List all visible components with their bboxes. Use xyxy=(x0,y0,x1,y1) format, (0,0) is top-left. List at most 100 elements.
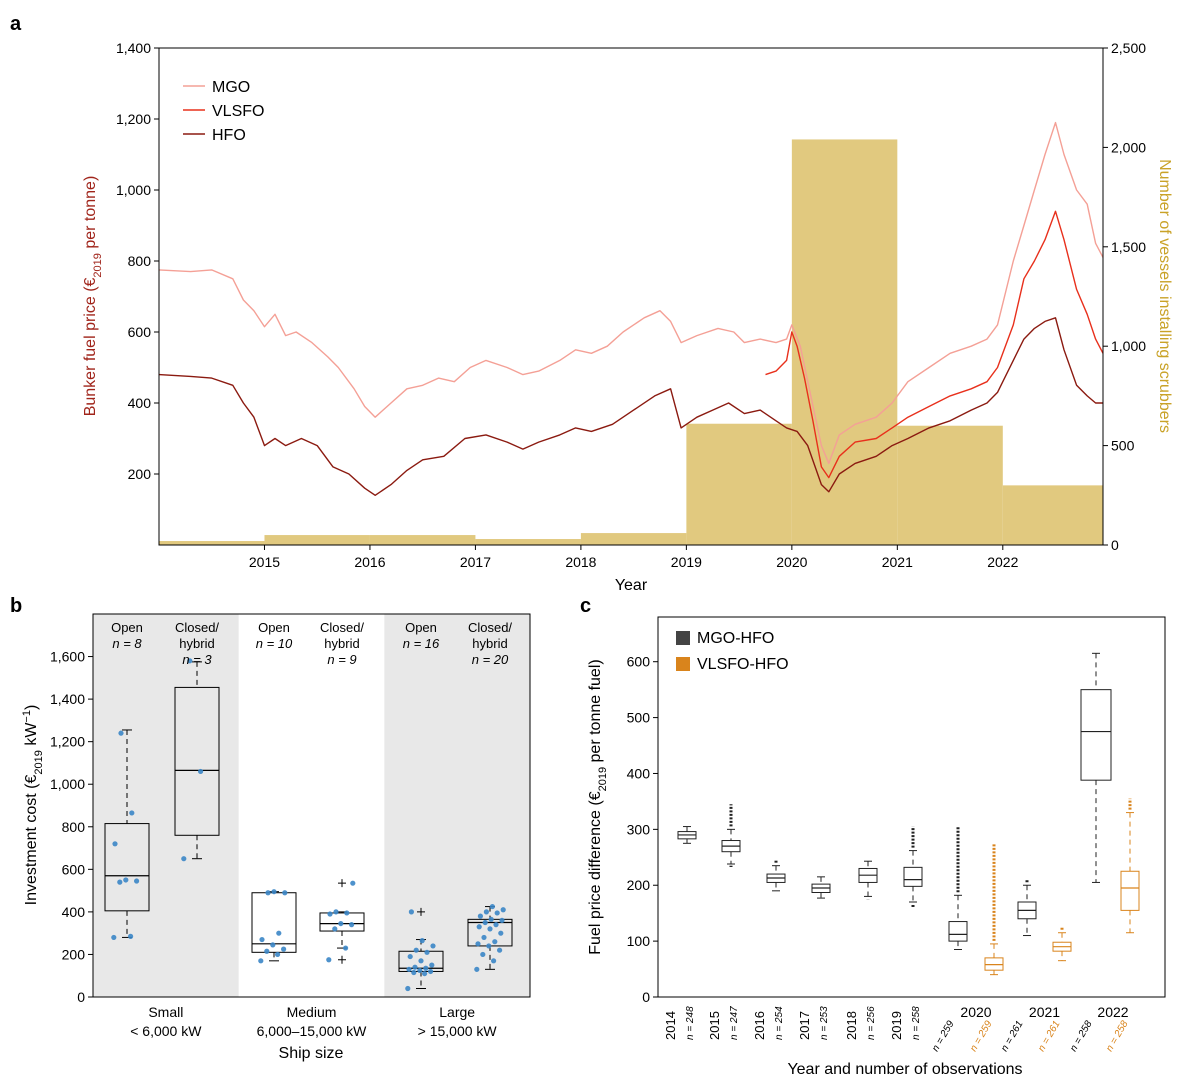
box-label-line1: Open xyxy=(258,620,290,635)
box-label-line1: Closed/ xyxy=(320,620,364,635)
panel-a: 2015 2016 2017 2018 2019 2020 2021 2022 200 400 6… xyxy=(82,40,1173,594)
data-point xyxy=(498,930,504,936)
y-tick-label-left: 1,400 xyxy=(116,40,151,56)
data-point xyxy=(259,936,265,943)
box-label-line2: hybrid xyxy=(324,636,359,651)
a-y-axis-title-left: Bunker fuel price (€2019 per tonne) xyxy=(82,176,104,417)
group-background xyxy=(384,614,530,997)
data-point xyxy=(326,957,332,963)
data-point xyxy=(422,970,428,977)
a-y-ticks-left: 200 400 600 800 1,000 1,200 1,400 xyxy=(116,40,159,482)
y-tick-label-right: 1,000 xyxy=(1111,338,1146,354)
y-tick-label-left: 600 xyxy=(128,324,152,340)
year-label: 2020 xyxy=(960,1004,991,1020)
box-label-line1: Closed/ xyxy=(175,620,219,635)
data-point xyxy=(493,922,499,928)
data-point xyxy=(282,890,288,896)
y-tick-label: 500 xyxy=(627,710,651,726)
y-tick-label: 600 xyxy=(627,654,651,670)
panel-c: 0 100 200 300 400 500 600 2014 n = 248 2015 n = 2… xyxy=(587,616,1166,1078)
data-point xyxy=(333,909,339,915)
data-point xyxy=(419,938,425,944)
b-y-axis-title: Investment cost (€2019 kW−1) xyxy=(21,705,45,906)
data-point xyxy=(129,810,135,816)
scrubber-bar xyxy=(159,541,265,545)
n-label: n = 256 xyxy=(866,1006,877,1040)
y-tick-label: 1,000 xyxy=(50,776,85,792)
b-group-backgrounds xyxy=(93,614,530,997)
x-tick-label: 2017 xyxy=(460,554,491,570)
data-point xyxy=(417,967,423,974)
data-point xyxy=(482,919,488,926)
data-point xyxy=(430,943,436,949)
c-boxes xyxy=(677,652,1140,976)
data-point xyxy=(112,841,118,847)
n-label: n = 259 xyxy=(930,1019,957,1054)
data-point xyxy=(350,880,356,886)
x-tick-label: 2021 xyxy=(882,554,913,570)
data-point xyxy=(486,943,492,949)
price-lines xyxy=(158,121,1104,496)
scrubber-bars xyxy=(159,139,1103,545)
y-tick-label-left: 1,200 xyxy=(116,111,151,127)
data-point xyxy=(123,877,129,883)
a-x-axis-title: Year xyxy=(615,577,648,594)
data-point xyxy=(338,920,344,927)
data-point xyxy=(492,939,498,945)
x-tick-label: 2015 xyxy=(249,554,280,570)
box xyxy=(1080,689,1112,781)
y-tick-label-left: 1,000 xyxy=(116,182,151,198)
y-tick-label-left: 400 xyxy=(128,395,152,411)
legend-label: VLSFO-HFO xyxy=(697,656,789,673)
data-point xyxy=(488,916,494,922)
group-label-line2: 6,000–15,000 kW xyxy=(257,1023,368,1039)
y-tick-label-right: 2,500 xyxy=(1111,40,1146,56)
box-n-label: n = 3 xyxy=(182,652,212,667)
legend-label-vlsfo: VLSFO xyxy=(212,103,264,120)
year-label: 2018 xyxy=(844,1011,859,1040)
a-legend: MGO VLSFO HFO xyxy=(183,79,264,144)
group-background xyxy=(93,614,239,997)
data-point xyxy=(487,926,493,932)
data-point xyxy=(408,909,414,915)
y-tick-label: 200 xyxy=(627,877,651,893)
n-label: n = 261 xyxy=(999,1019,1025,1054)
x-tick-label: 2022 xyxy=(987,554,1018,570)
data-point xyxy=(198,768,204,775)
a-y-axis-title-right: Number of vessels installing scrubbers xyxy=(1156,159,1173,433)
y-tick-label-right: 500 xyxy=(1111,438,1135,454)
data-point xyxy=(481,934,487,941)
scrubber-bar xyxy=(475,539,581,545)
b-boxes xyxy=(104,658,513,992)
panel-a-frame xyxy=(158,47,1104,546)
scrubber-bar xyxy=(1002,485,1103,545)
x-tick-label: 2020 xyxy=(776,554,807,570)
c-x-labels: 2014 n = 248 2015 n = 247 2016 n = 254 2017 n =… xyxy=(663,1004,1131,1054)
series-line-vlsfo xyxy=(765,210,1104,479)
panel-c-frame xyxy=(657,616,1166,998)
y-tick-label: 0 xyxy=(77,989,85,1005)
data-point xyxy=(405,985,411,992)
y-tick-label: 1,200 xyxy=(50,734,85,750)
data-point xyxy=(424,949,430,955)
year-label: 2015 xyxy=(707,1011,722,1040)
data-point xyxy=(332,926,338,932)
scrubber-bar xyxy=(264,535,370,545)
data-point xyxy=(429,962,435,968)
series-line-hfo xyxy=(158,317,1103,496)
y-tick-label: 400 xyxy=(627,765,651,781)
box xyxy=(174,686,220,836)
data-point xyxy=(476,924,482,930)
group-label-line2: < 6,000 kW xyxy=(130,1023,202,1039)
data-point xyxy=(418,958,424,964)
box-label-line2: hybrid xyxy=(179,636,214,651)
data-point xyxy=(413,947,419,953)
data-point xyxy=(477,913,483,919)
y-tick-label-right: 2,000 xyxy=(1111,139,1146,155)
data-point xyxy=(344,910,350,916)
data-point xyxy=(258,958,264,964)
scrubber-bar xyxy=(897,425,1003,545)
year-label: 2019 xyxy=(889,1011,904,1040)
n-label: n = 248 xyxy=(685,1006,696,1040)
